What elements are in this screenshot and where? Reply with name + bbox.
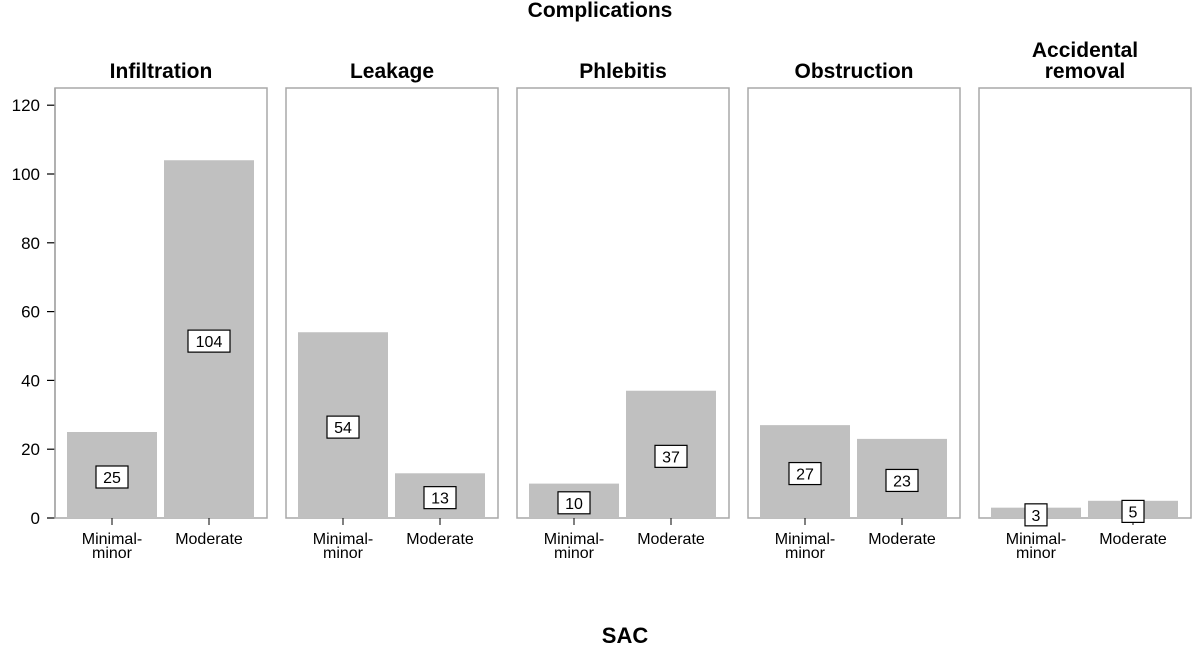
data-label-box [1024,503,1048,527]
y-tick-label: 60 [21,303,40,322]
data-label: 23 [893,473,911,490]
x-category-label: Minimal- [82,531,142,548]
x-category-label: Minimal- [544,531,604,548]
facet-panel: Phlebitis 10 Minimal-minor 37 Moderate [516,60,730,562]
panel-frame [54,87,268,519]
x-category-label: Minimal- [775,531,835,548]
x-category-label: Minimal- [313,531,373,548]
x-category-label: minor [785,545,826,562]
data-label: 54 [334,420,352,437]
y-tick-label: 20 [21,440,40,459]
x-category-label: Minimal- [1006,531,1066,548]
panel-frame [747,87,961,519]
panel-title: Obstruction [795,60,914,83]
y-tick-label: 0 [31,509,40,528]
panel-title: Phlebitis [579,60,667,83]
data-label: 37 [662,449,680,466]
x-category-label: minor [554,545,595,562]
panel-title: Accidental [1032,39,1138,62]
panel-frame [285,87,499,519]
data-label: 104 [196,334,223,351]
chart-title: Complications [528,0,673,22]
data-label: 27 [796,467,814,484]
panel-frame [978,87,1192,519]
y-tick-label: 40 [21,371,40,390]
x-category-label: Moderate [637,531,705,548]
panel-title: Infiltration [110,60,213,83]
x-category-label: minor [92,545,133,562]
y-tick-label: 80 [21,234,40,253]
x-category-label: Moderate [1099,531,1167,548]
data-label-box [187,329,231,353]
facet-panel: Leakage 54 Minimal-minor 13 Moderate [285,60,499,562]
panel-title: removal [1045,60,1126,83]
data-label: 5 [1129,504,1138,521]
data-label-box [654,444,688,468]
data-label-box [326,415,360,439]
x-category-label: minor [323,545,364,562]
data-label: 13 [431,491,449,508]
x-category-label: Moderate [175,531,243,548]
data-label: 3 [1032,508,1041,525]
facet-panel: Obstruction 27 Minimal-minor 23 Moderate [747,60,961,562]
y-axis: 0 20 40 60 80 100 120 [12,88,56,528]
data-label-box [1121,499,1145,523]
panel-frame [516,87,730,519]
data-label-box [788,461,822,486]
data-label: 25 [103,470,121,487]
x-category-label: minor [1016,545,1057,562]
x-category-label: Moderate [868,531,936,548]
x-axis-label: SAC [602,623,649,647]
y-tick-label: 120 [12,96,40,115]
data-label: 10 [565,496,583,513]
data-label-box [423,486,457,510]
y-tick-label: 100 [12,165,40,184]
data-label-box [95,465,129,489]
x-category-label: Moderate [406,531,474,548]
data-label-box [557,491,591,515]
panel-title: Leakage [350,60,434,83]
facet-panel: Infiltration 25 Minimal-minor 104 Moderate [54,60,268,562]
data-label-box [885,468,919,493]
facet-panels: Infiltration25Minimal-minor104ModerateLe… [54,39,1192,562]
